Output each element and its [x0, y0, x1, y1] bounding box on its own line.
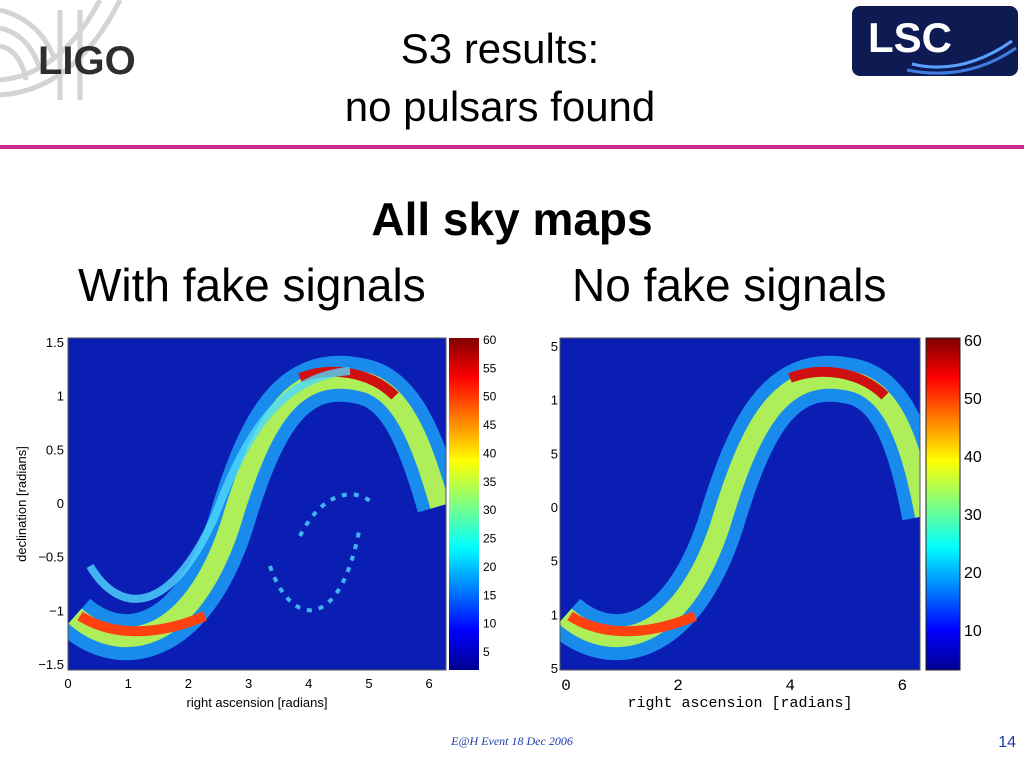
title-divider: [0, 145, 1024, 149]
y-tick-label: 5: [551, 554, 558, 569]
y-tick-label: 5: [551, 446, 558, 461]
x-tick-label: 3: [245, 676, 252, 691]
x-tick-label: 6: [898, 677, 908, 695]
y-tick-label: 5: [551, 339, 558, 354]
x-tick-label: 2: [185, 676, 192, 691]
y-tick-label: 0: [551, 500, 558, 515]
colorbar-tick-label: 35: [483, 475, 497, 489]
caption-right: No fake signals: [572, 259, 887, 311]
colorbar-tick-label: 50: [964, 391, 982, 408]
subtitle: All sky maps: [371, 193, 653, 245]
colorbar-tick-label: 20: [964, 565, 982, 582]
x-tick-label: 4: [305, 676, 312, 691]
y-tick-label: 0: [57, 496, 64, 511]
y-tick-label: 1: [551, 393, 558, 408]
colorbar-tick-label: 40: [483, 446, 497, 460]
x-tick-label: 5: [365, 676, 372, 691]
slide-title: S3 results: no pulsars found: [260, 20, 740, 136]
y-tick-label: 5: [551, 661, 558, 676]
colorbar-tick-label: 25: [483, 532, 497, 546]
y-tick-label: 0.5: [46, 442, 64, 457]
y-tick-label: 1: [57, 389, 64, 404]
caption-left: With fake signals: [78, 259, 426, 311]
colorbar-tick-label: 10: [964, 623, 982, 640]
colorbar-tick-label: 40: [964, 449, 982, 466]
colorbar-tick-label: 20: [483, 560, 497, 574]
lsc-logo-text: LSC: [868, 14, 952, 61]
x-tick-label: 0: [561, 677, 571, 695]
x-axis-label: right ascension [radians]: [627, 695, 852, 712]
y-tick-label: −0.5: [38, 550, 64, 565]
map-frame: [559, 337, 921, 671]
footer-event: E@H Event 18 Dec 2006: [451, 734, 573, 748]
colorbar-tick-label: 30: [483, 503, 497, 517]
title-line-2: no pulsars found: [344, 83, 656, 130]
x-tick-label: 6: [426, 676, 433, 691]
title-line-1: S3 results:: [400, 25, 600, 72]
y-tick-label: −1.5: [38, 657, 64, 672]
ligo-logo: LIGO: [0, 0, 136, 100]
colorbar-tick-label: 50: [483, 390, 497, 404]
colorbar-tick-label: 15: [483, 588, 497, 602]
colorbar-tick-label: 60: [483, 333, 497, 347]
x-tick-label: 2: [673, 677, 683, 695]
y-tick-label: −1: [49, 603, 64, 618]
y-axis-label: declination [radians]: [14, 446, 29, 562]
colorbar-tick-label: 10: [483, 617, 497, 631]
x-tick-label: 0: [64, 676, 71, 691]
colorbar-tick-label: 5: [483, 645, 490, 659]
lsc-logo: LSC: [852, 6, 1018, 76]
colorbar-tick-label: 60: [964, 333, 982, 350]
x-tick-label: 4: [785, 677, 795, 695]
y-tick-label: 1.5: [46, 335, 64, 350]
colorbar-tick-label: 30: [964, 507, 982, 524]
x-tick-label: 1: [125, 676, 132, 691]
colorbar-tick-label: 45: [483, 418, 497, 432]
colorbar-tick-label: 55: [483, 361, 497, 375]
colorbar: [925, 337, 961, 671]
y-tick-label: 1: [551, 607, 558, 622]
page-number: 14: [998, 734, 1016, 751]
sky-map-with-fake-signals: 0 1 2 3 4 5 61.510.50−0.5−1−1.5605550454035302…: [14, 333, 497, 710]
map-frame: [67, 337, 447, 671]
ligo-logo-text: LIGO: [38, 39, 136, 83]
x-axis-label: right ascension [radians]: [187, 695, 328, 710]
colorbar: [449, 338, 479, 670]
